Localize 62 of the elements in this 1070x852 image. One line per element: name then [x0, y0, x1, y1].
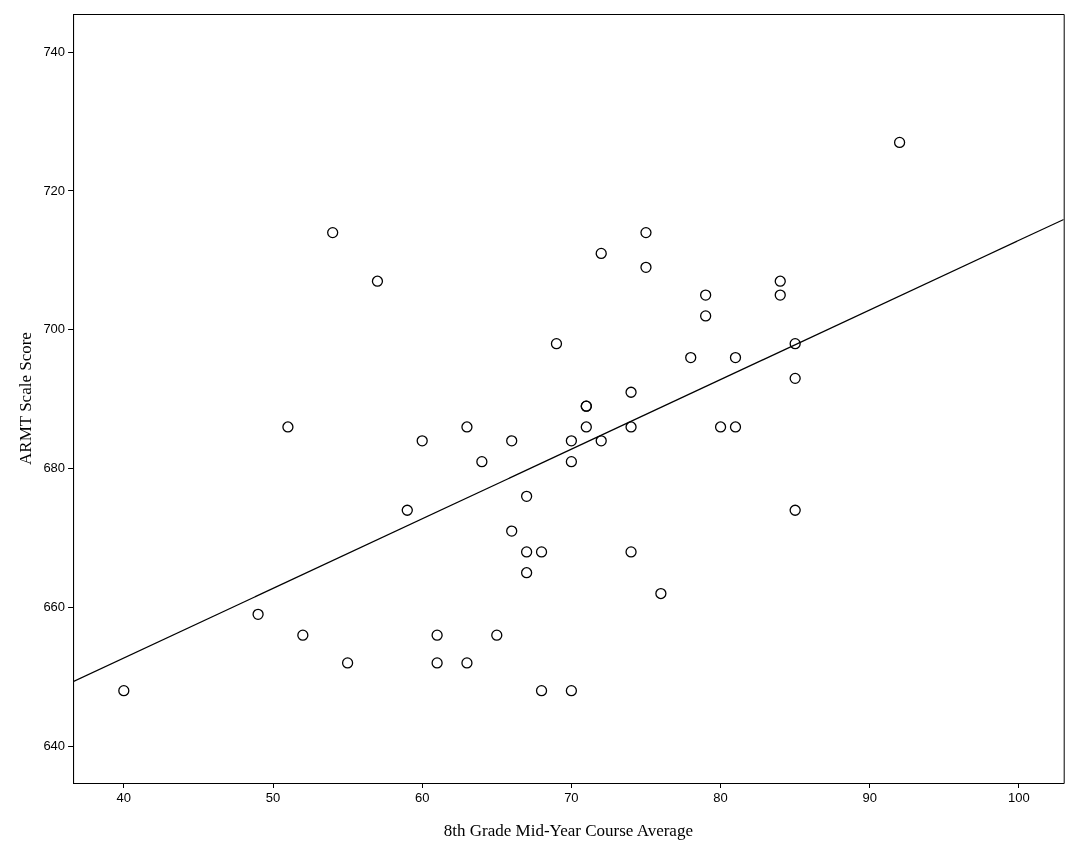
point — [893, 136, 906, 149]
point — [401, 504, 413, 516]
x-tick-label: 40 — [116, 790, 132, 806]
point — [550, 338, 563, 350]
point — [476, 456, 488, 468]
point — [535, 546, 548, 558]
point — [595, 247, 607, 260]
point — [252, 608, 264, 620]
y-tick-label: 660 — [43, 598, 66, 614]
point — [700, 310, 712, 322]
point — [655, 587, 667, 600]
y-tick-label: 700 — [43, 321, 66, 337]
point — [565, 435, 578, 447]
point — [580, 421, 592, 433]
y-axis-title: ARMT Scale Score — [15, 332, 35, 465]
x-tick-label: 50 — [265, 790, 281, 806]
point — [431, 629, 443, 641]
point — [789, 504, 801, 516]
point — [640, 261, 652, 273]
x-tick-label: 70 — [564, 790, 579, 806]
point — [118, 685, 130, 697]
x-tick-label: 100 — [1008, 790, 1030, 806]
point — [520, 567, 533, 579]
x-axis-title: 8th Grade Mid-Year Course Average — [443, 821, 693, 841]
point — [520, 490, 533, 503]
point — [640, 226, 652, 239]
point — [341, 657, 354, 669]
point — [789, 338, 801, 350]
point — [431, 657, 443, 669]
point — [506, 525, 518, 537]
point — [535, 685, 548, 697]
point — [520, 546, 533, 558]
point — [729, 421, 742, 433]
point — [625, 546, 637, 558]
point — [625, 386, 637, 398]
point — [700, 289, 712, 301]
y-tick-label: 720 — [43, 182, 66, 198]
point — [282, 421, 294, 433]
point — [595, 435, 607, 447]
point — [789, 372, 801, 385]
point — [625, 421, 637, 433]
x-tick-label: 90 — [862, 790, 877, 806]
x-tick-label: 80 — [713, 790, 728, 806]
point — [565, 456, 578, 468]
point — [729, 351, 742, 364]
point — [565, 685, 578, 697]
point — [774, 289, 786, 301]
point — [461, 657, 473, 669]
y-tick-label: 680 — [43, 460, 66, 476]
point — [416, 435, 428, 447]
point — [506, 435, 518, 447]
point — [297, 629, 309, 641]
point — [491, 629, 503, 641]
point — [714, 421, 727, 433]
point — [774, 275, 786, 287]
y-tick-label: 740 — [43, 43, 66, 59]
point — [461, 421, 473, 433]
point — [685, 351, 697, 364]
y-tick-label: 640 — [43, 737, 66, 753]
point — [371, 275, 384, 287]
point — [327, 226, 339, 239]
x-tick-label: 60 — [414, 790, 430, 806]
